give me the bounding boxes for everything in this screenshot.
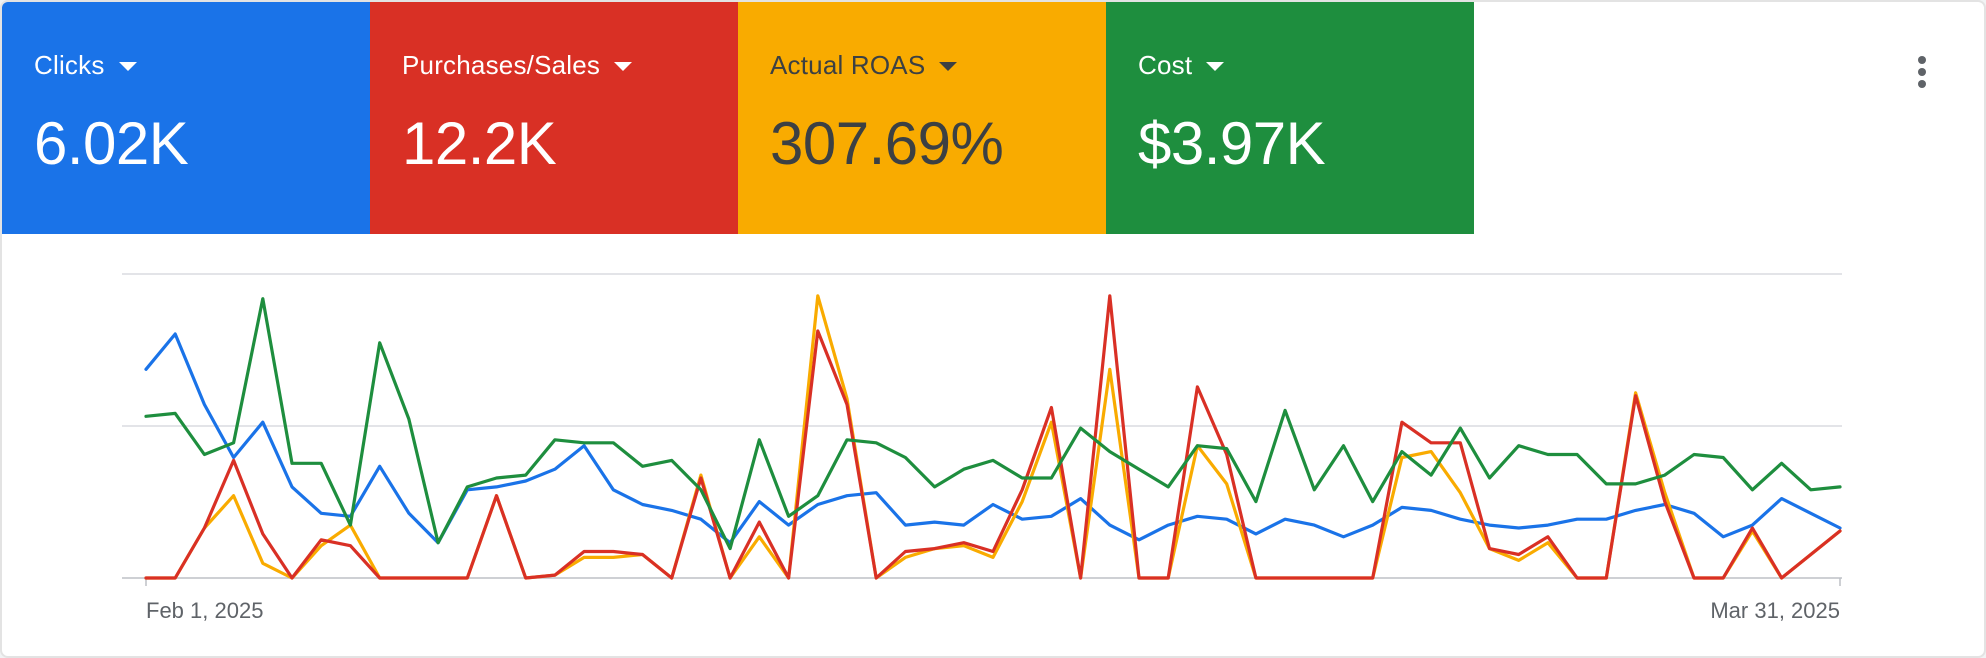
series-line-clicks bbox=[144, 332, 1842, 545]
dropdown-arrow-icon[interactable] bbox=[118, 62, 137, 71]
x-tick-label-end: Mar 31, 2025 bbox=[1710, 598, 1840, 623]
series-line-actual-roas bbox=[144, 294, 1842, 580]
metric-value: $3.97K bbox=[1138, 110, 1326, 177]
more-options-button[interactable] bbox=[1902, 50, 1942, 98]
metric-tiles: Clicks 6.02K Purchases/Sales 12.2K Actua… bbox=[2, 2, 1474, 234]
metric-tile-purchases-sales[interactable]: Purchases/Sales 12.2K bbox=[370, 2, 738, 234]
metric-header[interactable]: Actual ROAS bbox=[770, 50, 1106, 81]
metric-tile-clicks[interactable]: Clicks 6.02K bbox=[2, 2, 370, 234]
metric-header[interactable]: Purchases/Sales bbox=[402, 50, 738, 81]
dropdown-arrow-icon[interactable] bbox=[614, 62, 633, 71]
metric-value: 12.2K bbox=[402, 110, 557, 177]
x-tick-label-start: Feb 1, 2025 bbox=[146, 598, 263, 623]
line-chart: Feb 1, 2025 Mar 31, 2025 bbox=[122, 273, 1842, 623]
metric-header[interactable]: Cost bbox=[1138, 50, 1474, 81]
metric-label: Actual ROAS bbox=[770, 50, 926, 80]
metric-value: 307.69% bbox=[770, 110, 1004, 177]
metric-header[interactable]: Clicks bbox=[34, 50, 370, 81]
series-line-purchases-sales bbox=[144, 294, 1842, 580]
metric-value: 6.02K bbox=[34, 110, 189, 177]
metric-label: Purchases/Sales bbox=[402, 50, 601, 80]
more-vert-icon bbox=[1918, 56, 1926, 88]
chart-series bbox=[144, 294, 1842, 580]
metric-tile-actual-roas[interactable]: Actual ROAS 307.69% bbox=[738, 2, 1106, 234]
metric-label: Clicks bbox=[34, 50, 105, 80]
metric-tile-cost[interactable]: Cost $3.97K bbox=[1106, 2, 1474, 234]
dropdown-arrow-icon[interactable] bbox=[1206, 62, 1225, 71]
metric-label: Cost bbox=[1138, 50, 1193, 80]
series-line-cost bbox=[144, 297, 1842, 551]
chart-gridlines bbox=[122, 273, 1842, 586]
dropdown-arrow-icon[interactable] bbox=[939, 62, 958, 71]
